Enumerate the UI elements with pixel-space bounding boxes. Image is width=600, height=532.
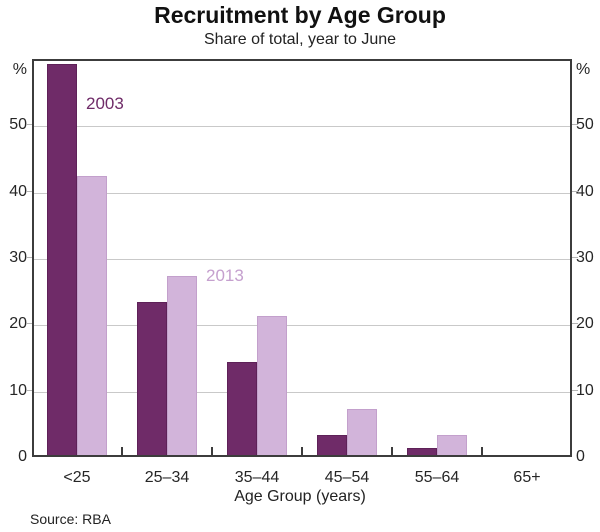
- bar-2013-55–64: [437, 435, 467, 455]
- y-tick-label-right-30: 30: [576, 249, 594, 266]
- y-tick-mark-left-30: [26, 257, 32, 258]
- y-tick-label-right-50: 50: [576, 116, 594, 134]
- bar-2003-45–54: [317, 435, 347, 455]
- gridline-20: [34, 325, 570, 327]
- chart-subtitle: Share of total, year to June: [203, 31, 397, 48]
- y-tick-label-left-30: 30: [9, 249, 27, 266]
- x-tick-mark-4: [391, 447, 393, 455]
- source-note: Source: RBA: [30, 511, 111, 527]
- gridline-40: [34, 192, 570, 194]
- bar-2003-55–64: [407, 448, 437, 455]
- x-tick-mark-2: [211, 447, 213, 455]
- x-tick-label-45–54: 45–54: [324, 469, 370, 486]
- x-tick-mark-5: [481, 447, 483, 455]
- y-tick-mark-right-30: [572, 257, 578, 258]
- bar-2003-<25: [47, 63, 77, 455]
- series-label-2003: 2003: [86, 94, 124, 113]
- gridline-10: [34, 391, 570, 393]
- chart-title: Recruitment by Age Group: [154, 2, 446, 28]
- x-tick-mark-1: [121, 447, 123, 455]
- y-tick-mark-right-20: [572, 323, 578, 325]
- y-tick-mark-right-10: [572, 389, 578, 391]
- plot-area: 2003 2013: [32, 59, 572, 457]
- bar-2013-25–34: [167, 275, 197, 455]
- y-tick-label-left-50: 50: [9, 116, 27, 134]
- y-tick-label-right-10: 10: [576, 381, 594, 399]
- y-tick-mark-left-40: [26, 190, 32, 192]
- bar-2013-45–54: [347, 408, 377, 455]
- x-tick-label-25–34: 25–34: [144, 469, 190, 486]
- gridline-30: [34, 259, 570, 260]
- y-tick-label-right-20: 20: [576, 315, 594, 333]
- y-tick-mark-right-40: [572, 190, 578, 192]
- y-tick-label-right-0: 0: [576, 448, 585, 465]
- y-tick-mark-left-50: [26, 124, 32, 126]
- x-tick-label-<25: <25: [63, 469, 91, 486]
- bar-2003-35–44: [227, 362, 257, 455]
- y-unit-label-left: %: [12, 61, 27, 78]
- x-axis-title: Age Group (years): [234, 488, 366, 505]
- bar-2003-25–34: [137, 302, 167, 455]
- y-tick-label-left-10: 10: [9, 381, 27, 399]
- x-tick-label-55–64: 55–64: [414, 469, 460, 486]
- y-tick-label-left-40: 40: [9, 182, 27, 200]
- series-label-2013: 2013: [206, 266, 244, 285]
- y-tick-mark-left-20: [26, 323, 32, 325]
- y-tick-mark-right-50: [572, 124, 578, 126]
- y-tick-label-right-40: 40: [576, 182, 594, 200]
- y-axis-left: % 0 10 20 30 40 50: [0, 0, 28, 532]
- x-tick-label-65+: 65+: [513, 469, 541, 486]
- y-unit-label-right: %: [576, 61, 591, 78]
- bar-2013-<25: [77, 176, 107, 455]
- bar-2013-35–44: [257, 315, 287, 455]
- y-tick-label-left-0: 0: [18, 448, 27, 465]
- gridline-50: [34, 126, 570, 128]
- y-tick-mark-left-10: [26, 389, 32, 391]
- y-axis-right: % 0 10 20 30 40 50: [576, 0, 600, 532]
- x-tick-mark-3: [301, 447, 303, 455]
- y-tick-label-left-20: 20: [9, 315, 27, 333]
- x-tick-label-35–44: 35–44: [234, 469, 280, 486]
